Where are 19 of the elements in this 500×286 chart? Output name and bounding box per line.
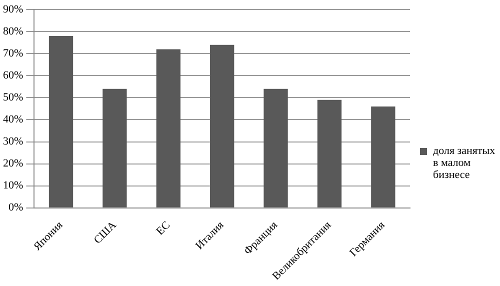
bar (264, 88, 288, 208)
y-tick-label: 40% (2, 114, 24, 126)
y-tick-label: 90% (2, 3, 24, 16)
y-tick-label: 80% (2, 26, 24, 38)
bar (210, 44, 234, 208)
y-tick-label: 30% (2, 136, 24, 148)
bar (371, 106, 396, 208)
y-tick-label: 50% (2, 92, 24, 104)
y-tick-label: 70% (2, 48, 24, 60)
y-tick-label: 0% (8, 202, 24, 214)
legend-label: доля занятых в малом бизнесе (433, 145, 496, 181)
y-tick-label: 60% (2, 70, 24, 82)
y-tick-label: 20% (2, 158, 24, 170)
bar (317, 100, 342, 208)
y-tick-label: 10% (2, 180, 24, 192)
bar (48, 36, 74, 208)
x-tick-label: ЕС (154, 219, 173, 238)
bar (102, 88, 127, 208)
bar (156, 49, 180, 208)
